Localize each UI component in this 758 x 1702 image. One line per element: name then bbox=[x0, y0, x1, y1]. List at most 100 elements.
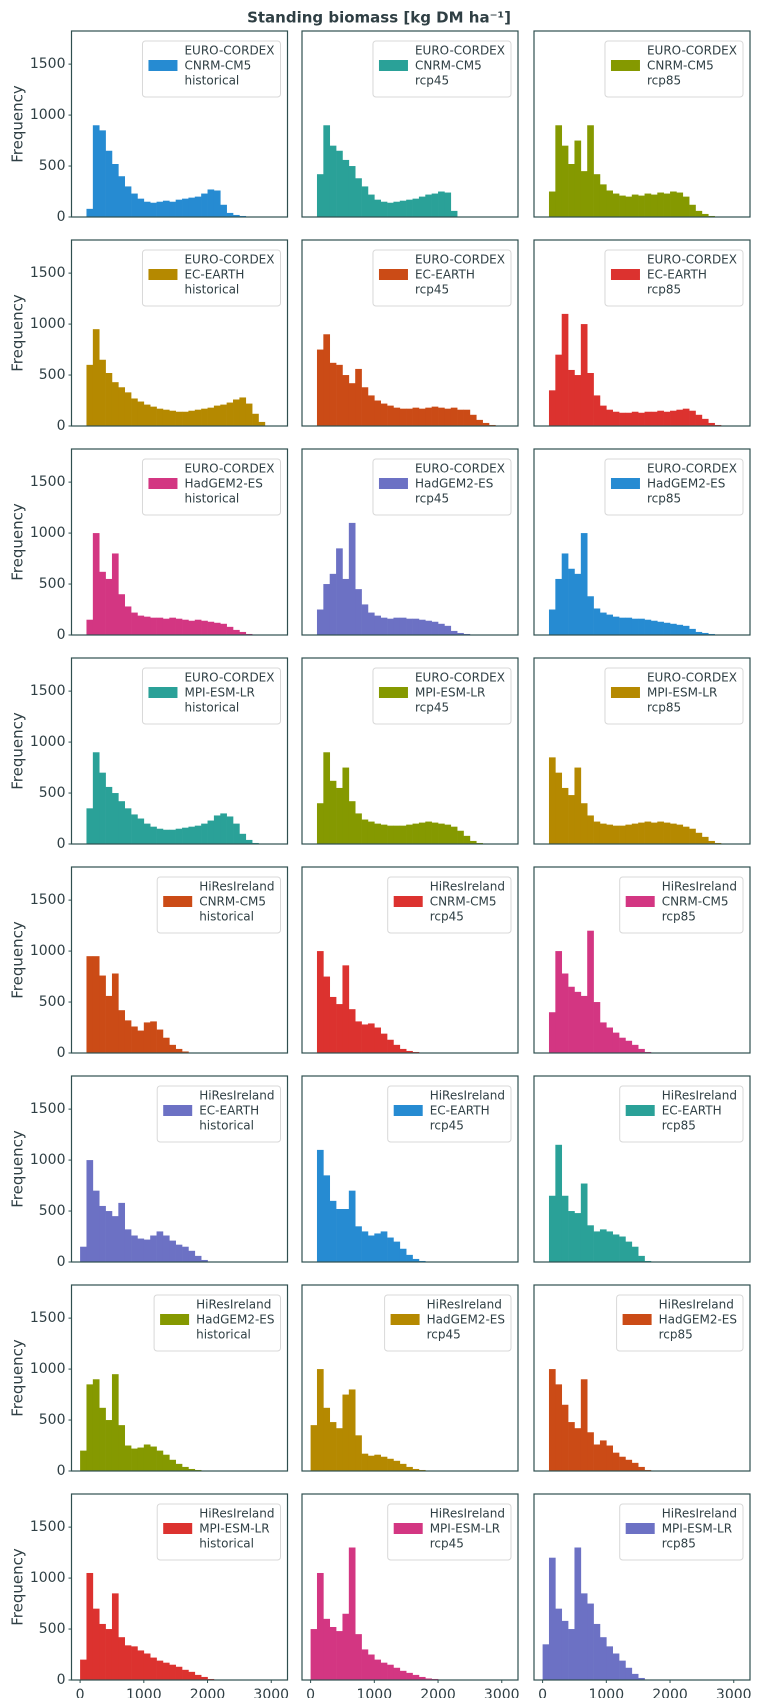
histogram-bar bbox=[393, 407, 401, 426]
legend-label: CNRM-CM5 bbox=[184, 59, 251, 73]
histogram-bar bbox=[188, 1468, 196, 1471]
histogram-bar bbox=[316, 1572, 324, 1680]
histogram-bar bbox=[587, 1603, 594, 1680]
histogram-bar bbox=[568, 164, 575, 217]
histogram-bar bbox=[86, 364, 94, 426]
histogram-bar bbox=[657, 410, 664, 426]
histogram-bar bbox=[361, 819, 369, 844]
histogram-bar bbox=[431, 193, 439, 217]
histogram-bar bbox=[137, 818, 145, 844]
histogram-bar bbox=[625, 412, 633, 426]
legend-label: CNRM-CM5 bbox=[199, 895, 266, 909]
legend-swatch bbox=[393, 1105, 423, 1116]
y-tick-label: 0 bbox=[57, 1463, 66, 1479]
histogram-bar bbox=[663, 193, 671, 217]
histogram-bar bbox=[593, 1231, 601, 1262]
legend-box bbox=[387, 876, 512, 934]
histogram-bar bbox=[387, 405, 394, 426]
histogram-bar bbox=[399, 825, 407, 844]
histogram-bar bbox=[438, 623, 445, 635]
histogram-bar bbox=[580, 171, 588, 217]
histogram-bar bbox=[316, 1149, 324, 1262]
y-tick-label: 0 bbox=[57, 836, 66, 852]
histogram-bar bbox=[555, 951, 563, 1053]
histogram-bar bbox=[393, 617, 401, 635]
histogram-bar bbox=[561, 973, 569, 1053]
legend-box bbox=[141, 667, 281, 725]
legend-label: historical bbox=[184, 283, 239, 297]
histogram-bar bbox=[457, 632, 464, 635]
histogram-bar bbox=[182, 827, 189, 844]
legend-box bbox=[604, 249, 744, 307]
histogram-bar bbox=[150, 1021, 157, 1053]
histogram-bar bbox=[355, 1435, 362, 1471]
histogram-bar bbox=[561, 787, 569, 844]
histogram-bar bbox=[399, 1248, 407, 1262]
histogram-bar bbox=[406, 1672, 413, 1680]
legend-swatch bbox=[610, 269, 640, 280]
histogram-bar bbox=[336, 787, 343, 844]
histogram-bar bbox=[574, 767, 582, 844]
histogram-bar bbox=[548, 191, 556, 217]
legend-label: EC-EARTH bbox=[415, 268, 475, 282]
histogram-bar bbox=[657, 821, 664, 844]
histogram-bar bbox=[619, 1660, 626, 1680]
histogram-bar bbox=[258, 421, 266, 426]
panel-frame bbox=[533, 657, 751, 845]
legend-swatch bbox=[393, 1523, 423, 1534]
legend-label: EURO-CORDEX bbox=[415, 462, 505, 476]
histogram-bar bbox=[469, 414, 477, 426]
legend-label: HiResIreland bbox=[427, 1298, 502, 1312]
histogram-bar bbox=[118, 594, 126, 635]
legend-box bbox=[153, 1294, 281, 1352]
histogram-bar bbox=[406, 824, 413, 844]
histogram-bar bbox=[708, 840, 715, 844]
histogram-bar bbox=[431, 822, 439, 844]
histogram-bar bbox=[323, 334, 331, 426]
panel-frame bbox=[70, 239, 289, 427]
histogram-bar bbox=[631, 1673, 639, 1680]
panel-frame bbox=[70, 448, 289, 636]
histogram-bar bbox=[444, 824, 452, 844]
histogram-bar bbox=[412, 1258, 420, 1262]
histogram-bar bbox=[329, 573, 337, 635]
legend-box bbox=[141, 40, 281, 98]
histogram-bar bbox=[80, 1659, 87, 1680]
histogram-bar bbox=[676, 192, 684, 217]
histogram-bar bbox=[387, 1458, 394, 1471]
histogram-bar bbox=[689, 204, 696, 217]
histogram-bar bbox=[342, 578, 350, 635]
histogram-bar bbox=[580, 803, 588, 844]
histogram-bar bbox=[561, 145, 569, 217]
histogram-bar bbox=[156, 1660, 164, 1680]
histogram-bar bbox=[367, 612, 375, 635]
histogram-bar bbox=[393, 1241, 401, 1262]
histogram-bar bbox=[606, 1646, 613, 1680]
histogram-bar bbox=[336, 1209, 343, 1262]
histogram-bar bbox=[561, 553, 569, 635]
histogram-bar bbox=[695, 210, 703, 217]
histogram-bar bbox=[587, 815, 594, 844]
legend-box bbox=[619, 1085, 744, 1143]
histogram-bar bbox=[568, 369, 575, 426]
histogram-bar bbox=[548, 390, 556, 426]
histogram-bar bbox=[137, 401, 145, 426]
histogram-bar bbox=[399, 200, 407, 217]
histogram-bar bbox=[207, 621, 215, 635]
panel-frame bbox=[301, 1284, 519, 1472]
histogram-bar bbox=[156, 617, 164, 635]
histogram-bar bbox=[625, 1667, 633, 1680]
histogram-bar bbox=[213, 190, 221, 217]
histogram-bar bbox=[561, 313, 569, 426]
histogram-bar bbox=[631, 618, 639, 635]
histogram-bar bbox=[162, 1235, 170, 1262]
histogram-bar bbox=[380, 1033, 388, 1053]
histogram-bar bbox=[111, 973, 119, 1053]
histogram-bar bbox=[175, 1048, 183, 1053]
